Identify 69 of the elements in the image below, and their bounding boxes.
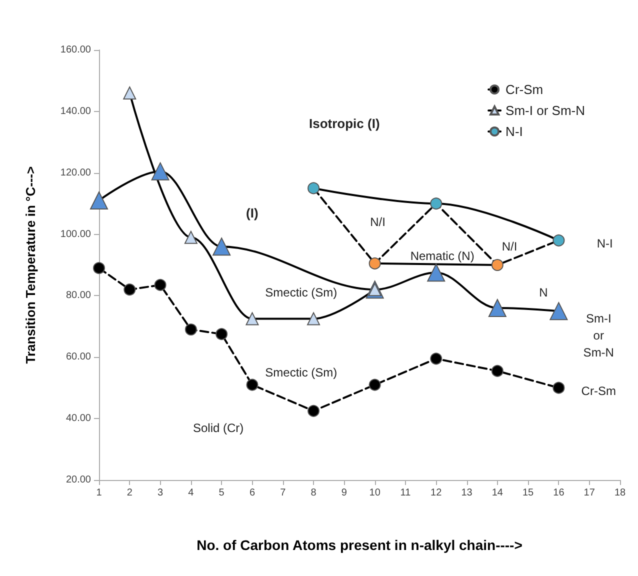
point: [212, 238, 231, 256]
point: [488, 299, 506, 317]
x-tick-label: 7: [280, 488, 286, 498]
point: [151, 162, 170, 180]
point: [90, 192, 108, 210]
point: [368, 378, 381, 391]
x-tick-label: 15: [522, 488, 534, 498]
annotation: N-I: [596, 236, 613, 250]
annotation: Smectic (Sm): [265, 366, 338, 380]
x-tick-label: 11: [400, 488, 412, 498]
x-axis-title: No. of Carbon Atoms present in n-alkyl chain---->: [196, 537, 522, 553]
point: [430, 198, 442, 210]
x-tick-label: 1: [96, 488, 102, 498]
annotation: Sm-I or Sm-N: [583, 312, 614, 360]
point: [123, 86, 136, 100]
y-tick-label: 80.00: [66, 290, 92, 302]
y-axis-title: Transition Temperature in °C--->: [23, 166, 38, 364]
x-tick-label: 12: [430, 488, 442, 498]
x-tick-label: 5: [218, 488, 225, 498]
x-tick-label: 4: [188, 488, 194, 498]
y-tick-label: 60.00: [66, 352, 92, 363]
x-tick-label: 18: [614, 488, 626, 498]
point: [308, 404, 320, 417]
point: [246, 378, 258, 391]
legend-label: Sm-I or Sm-N: [506, 103, 586, 118]
annotation: (I): [246, 205, 258, 220]
y-tick-label: 120.00: [60, 167, 92, 178]
point: [124, 284, 136, 296]
annotation: N: [539, 286, 548, 300]
point: [552, 382, 565, 394]
annotation: Nematic (N): [410, 248, 474, 263]
point: [550, 302, 568, 320]
point: [246, 312, 259, 326]
x-tick-label: 8: [310, 488, 317, 498]
point: [427, 264, 446, 282]
annotation: Cr-Sm: [581, 384, 616, 398]
point: [154, 278, 166, 291]
point: [430, 352, 442, 365]
x-tick-label: 17: [584, 488, 596, 498]
x-tick-label: 6: [249, 488, 256, 498]
point: [491, 259, 504, 271]
x-tick-label: 16: [553, 488, 565, 498]
point: [552, 234, 565, 246]
x-tick-label: 13: [461, 488, 473, 498]
annotation: N/I: [502, 240, 518, 254]
x-tick-label: 2: [126, 488, 133, 498]
x-tick-label: 9: [341, 488, 348, 498]
point: [308, 182, 320, 194]
annotation: N/I: [370, 215, 386, 229]
point: [216, 328, 228, 340]
x-tick-label: 14: [492, 488, 504, 498]
y-tick-label: 100.00: [60, 228, 92, 240]
y-tick-label: 20.00: [66, 474, 92, 486]
point: [368, 257, 381, 270]
point: [93, 262, 105, 274]
point: [307, 312, 320, 326]
point: [491, 364, 504, 377]
legend-label: N-I: [506, 124, 523, 139]
annotation: Solid (Cr): [192, 420, 244, 435]
point: [184, 230, 198, 244]
y-tick-label: 160.00: [60, 44, 92, 56]
y-tick-label: 40.00: [66, 413, 92, 424]
annotation: Isotropic (I): [309, 116, 380, 132]
legend-label: Cr-Sm: [506, 82, 544, 97]
y-tick-label: 140.00: [60, 106, 92, 117]
x-tick-label: 10: [369, 488, 381, 498]
x-tick-label: 3: [158, 488, 164, 498]
point: [184, 324, 197, 336]
annotation: Smectic (Sm): [265, 286, 338, 300]
